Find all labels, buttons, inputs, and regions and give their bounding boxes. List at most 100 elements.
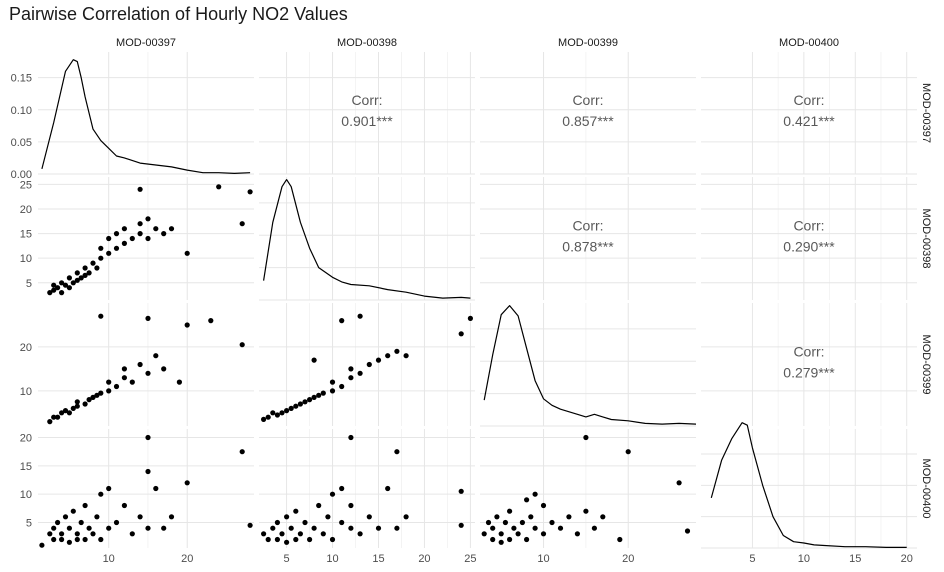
y-tick-label: 0.05 xyxy=(11,137,32,149)
scatter-point xyxy=(339,383,345,390)
scatter-point xyxy=(297,531,303,537)
scatter-point xyxy=(684,528,691,534)
scatter-point xyxy=(311,525,317,531)
scatter-point xyxy=(74,270,80,276)
scatter-point xyxy=(176,379,182,385)
scatter-point xyxy=(106,250,112,256)
scatter-point xyxy=(458,331,464,337)
scatter-point xyxy=(239,342,245,348)
scatter-point xyxy=(458,488,464,494)
scatter-point xyxy=(82,265,88,271)
scatter-point xyxy=(394,348,400,354)
scatter-point xyxy=(274,536,280,543)
scatter-point xyxy=(502,519,508,526)
y-tick-label: 20 xyxy=(20,204,32,216)
scatter-point xyxy=(153,226,159,232)
scatter-point xyxy=(168,514,175,520)
scatter-point xyxy=(184,322,190,328)
scatter-point xyxy=(106,235,112,242)
scatter-point xyxy=(284,539,290,545)
scatter-point xyxy=(261,416,267,422)
scatter-point xyxy=(625,449,631,455)
scatter-point xyxy=(532,525,538,531)
scatter-point xyxy=(216,184,222,190)
corr-label: Corr: xyxy=(793,92,824,108)
scatter-point xyxy=(47,419,53,425)
scatter-point xyxy=(86,270,92,276)
x-tick-label: 20 xyxy=(901,553,913,565)
corr-value: 0.878*** xyxy=(562,239,614,255)
scatter-point xyxy=(279,410,285,416)
density-curve xyxy=(263,179,471,299)
scatter-point xyxy=(66,410,72,416)
scatter-point xyxy=(98,390,104,396)
corr-value: 0.901*** xyxy=(341,113,393,129)
scatter-point xyxy=(98,245,104,251)
scatter-point xyxy=(55,414,61,420)
scatter-point xyxy=(366,361,372,368)
scatter-point xyxy=(113,519,120,526)
y-tick-label: 15 xyxy=(20,461,32,473)
scatter-point xyxy=(94,392,100,398)
scatter-point xyxy=(394,449,400,455)
scatter-point xyxy=(403,514,409,520)
scatter-point xyxy=(458,522,464,528)
scatter-point xyxy=(239,221,245,227)
scatter-point xyxy=(62,514,69,520)
scatter-point xyxy=(98,255,104,261)
y-tick-label: 10 xyxy=(20,386,32,398)
scatter-point xyxy=(348,502,354,509)
scatter-point xyxy=(153,485,159,492)
corr-label: Corr: xyxy=(793,344,824,360)
x-tick-label: 20 xyxy=(622,553,634,565)
scatter-point xyxy=(490,536,496,543)
y-tick-label: 20 xyxy=(20,342,32,354)
scatter-point xyxy=(70,405,76,411)
corr-value: 0.279*** xyxy=(783,365,835,381)
scatter-point xyxy=(168,226,175,232)
scatter-point xyxy=(348,434,354,441)
corr-label: Corr: xyxy=(572,218,603,234)
scatter-point xyxy=(145,434,151,441)
scatter-point xyxy=(121,226,127,232)
scatter-point xyxy=(59,536,65,543)
y-tick-label: 0.00 xyxy=(11,169,32,181)
scatter-point xyxy=(485,519,492,526)
scatter-point xyxy=(70,280,76,286)
row-strip-label: MOD-00399 xyxy=(920,335,932,395)
scatter-point xyxy=(307,536,313,543)
x-tick-label: 15 xyxy=(849,553,861,565)
scatter-point xyxy=(274,412,280,418)
scatter-point xyxy=(55,519,61,526)
scatter-point xyxy=(591,525,598,531)
scatter-point xyxy=(239,449,245,455)
scatter-point xyxy=(106,525,112,531)
scatter-point xyxy=(394,525,400,531)
scatter-point xyxy=(161,231,167,237)
x-tick-label: 20 xyxy=(181,553,193,565)
scatter-point xyxy=(467,315,473,321)
scatter-point xyxy=(325,514,331,520)
scatter-point xyxy=(121,366,127,372)
scatter-point xyxy=(348,525,354,531)
scatter-point xyxy=(617,536,623,543)
scatter-point xyxy=(59,531,65,537)
scatter-point xyxy=(62,282,69,288)
scatter-point xyxy=(261,531,267,537)
scatter-point xyxy=(184,480,190,486)
scatter-point xyxy=(557,525,564,531)
scatter-point xyxy=(293,508,299,514)
scatter-point xyxy=(320,390,326,396)
scatter-point xyxy=(320,531,326,537)
scatter-point xyxy=(348,366,354,372)
scatter-point xyxy=(339,519,345,526)
scatter-point xyxy=(74,277,80,283)
scatter-point xyxy=(270,525,276,531)
density-curve xyxy=(710,422,907,549)
scatter-point xyxy=(348,375,354,381)
scatter-point xyxy=(121,375,127,381)
scatter-point xyxy=(549,519,555,526)
scatter-point xyxy=(288,405,294,411)
scatter-point xyxy=(51,287,57,293)
scatter-point xyxy=(106,388,112,394)
